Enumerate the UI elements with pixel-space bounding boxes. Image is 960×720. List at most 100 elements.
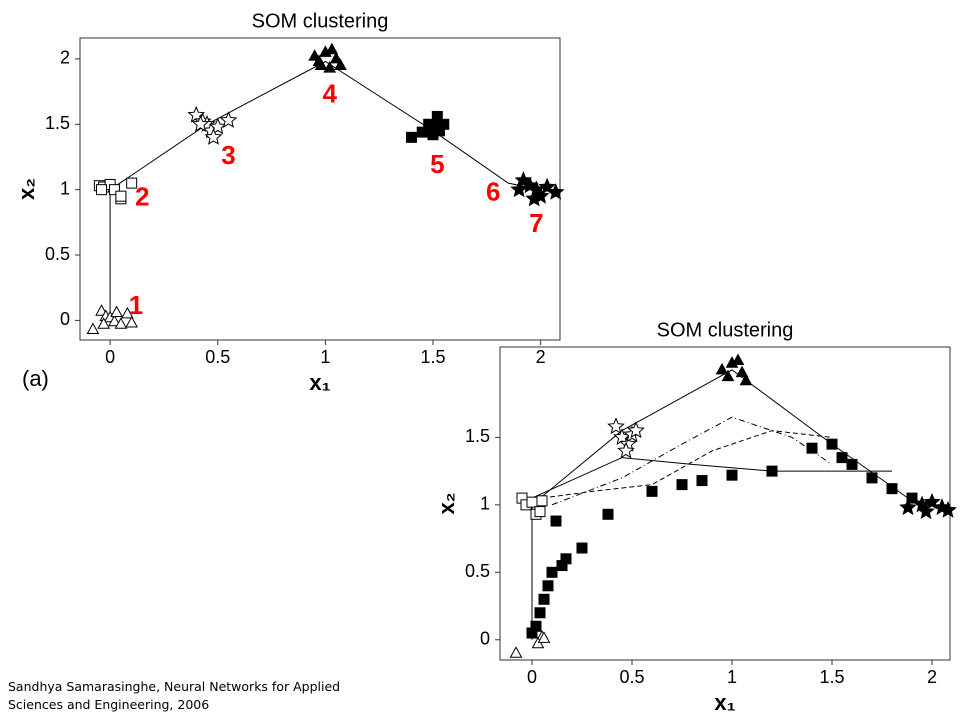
square-marker [530,620,542,632]
star-marker [546,182,565,200]
source-line: Sciences and Engineering, 2006 [8,697,210,712]
x-tick-label: 1.5 [420,347,445,367]
star-marker [191,115,210,132]
star-marker [617,441,635,459]
triangle-marker [735,365,749,378]
triangle-marker [323,61,337,73]
panel-label: (a) [22,366,49,391]
x-tick-label: 0.5 [205,347,230,367]
x-tick-label: 2 [536,347,546,367]
cluster-label: 2 [135,182,149,212]
triangle-marker [108,314,121,327]
triangle-marker [110,305,123,318]
square-marker [826,438,838,450]
x-axis-label: x₁ [309,370,330,395]
square-marker [726,469,738,481]
square-marker [538,593,550,605]
triangle-marker [125,315,139,328]
y-tick-label: 1 [60,178,70,198]
y-tick-label: 0.5 [45,244,70,264]
star-marker [899,498,917,516]
square-marker [431,110,443,122]
star-marker [510,180,528,198]
cluster-label: 6 [486,176,500,206]
triangle-marker [334,58,347,70]
y-axis-label: x₂ [14,178,39,200]
triangle-marker [739,373,753,386]
star-marker [627,421,645,439]
square-marker [108,184,120,196]
square-marker [806,442,818,454]
star-marker [219,111,238,128]
square-marker [836,452,848,464]
square-marker [550,515,562,527]
source: Sandhya Samarasinghe, Neural Networks fo… [8,678,340,714]
triangle-marker [97,317,111,329]
chart-title: SOM clustering [252,10,389,32]
square-marker [766,465,778,477]
square-marker [405,131,417,143]
cluster-label: 5 [430,149,444,179]
plot-area [499,346,951,661]
x-tick-label: 0 [527,667,537,687]
x-tick-label: 0.5 [619,667,644,687]
triangle-marker [537,631,551,643]
square-marker [696,475,708,487]
square-marker [886,483,898,495]
x-tick-label: 1 [727,667,737,687]
square-marker [126,177,138,189]
square-marker [866,472,878,484]
cluster-label: 7 [529,208,543,238]
y-axis-label: x₂ [434,492,459,514]
triangle-marker [329,51,343,64]
square-marker [646,485,658,497]
cluster-label: 3 [221,140,235,170]
x-axis-label: x₁ [714,690,735,715]
square-marker [542,580,554,592]
triangle-marker [509,646,523,658]
square-marker [433,125,445,137]
triangle-marker [312,54,326,67]
x-tick-label: 1.5 [819,667,844,687]
y-tick-label: 0 [480,629,490,649]
square-marker [602,508,614,520]
square-marker [96,184,108,196]
cluster-label: 1 [129,290,143,320]
square-marker [416,126,428,138]
prototype-line [541,430,833,499]
square-marker [560,553,572,565]
cluster-label: 4 [322,78,337,108]
square-marker [676,479,688,491]
triangle-marker [86,322,100,335]
prototype-line [531,457,892,499]
plot-area [79,37,561,341]
square-marker [576,542,588,554]
prototype-line [551,416,833,506]
square-marker [423,118,435,130]
triangle-marker [715,362,729,375]
y-tick-label: 1.5 [45,113,70,133]
y-tick-label: 1 [480,494,490,514]
triangle-marker [325,42,339,55]
triangle-marker [731,353,745,365]
y-tick-label: 1.5 [465,426,490,446]
square-marker [536,495,548,507]
triangle-marker [721,369,735,382]
star-marker [917,502,935,520]
star-marker [939,500,957,518]
x-tick-label: 0 [105,347,115,367]
square-marker [906,492,918,504]
square-marker [115,190,127,202]
triangle-marker [114,317,128,329]
y-tick-label: 2 [60,48,70,68]
square-marker [546,566,558,578]
y-tick-label: 0 [60,309,70,329]
x-tick-label: 1 [320,347,330,367]
star-marker [607,417,625,435]
triangle-marker [121,306,134,319]
star-marker [525,189,544,207]
star-marker [204,128,223,145]
square-marker [534,607,546,619]
